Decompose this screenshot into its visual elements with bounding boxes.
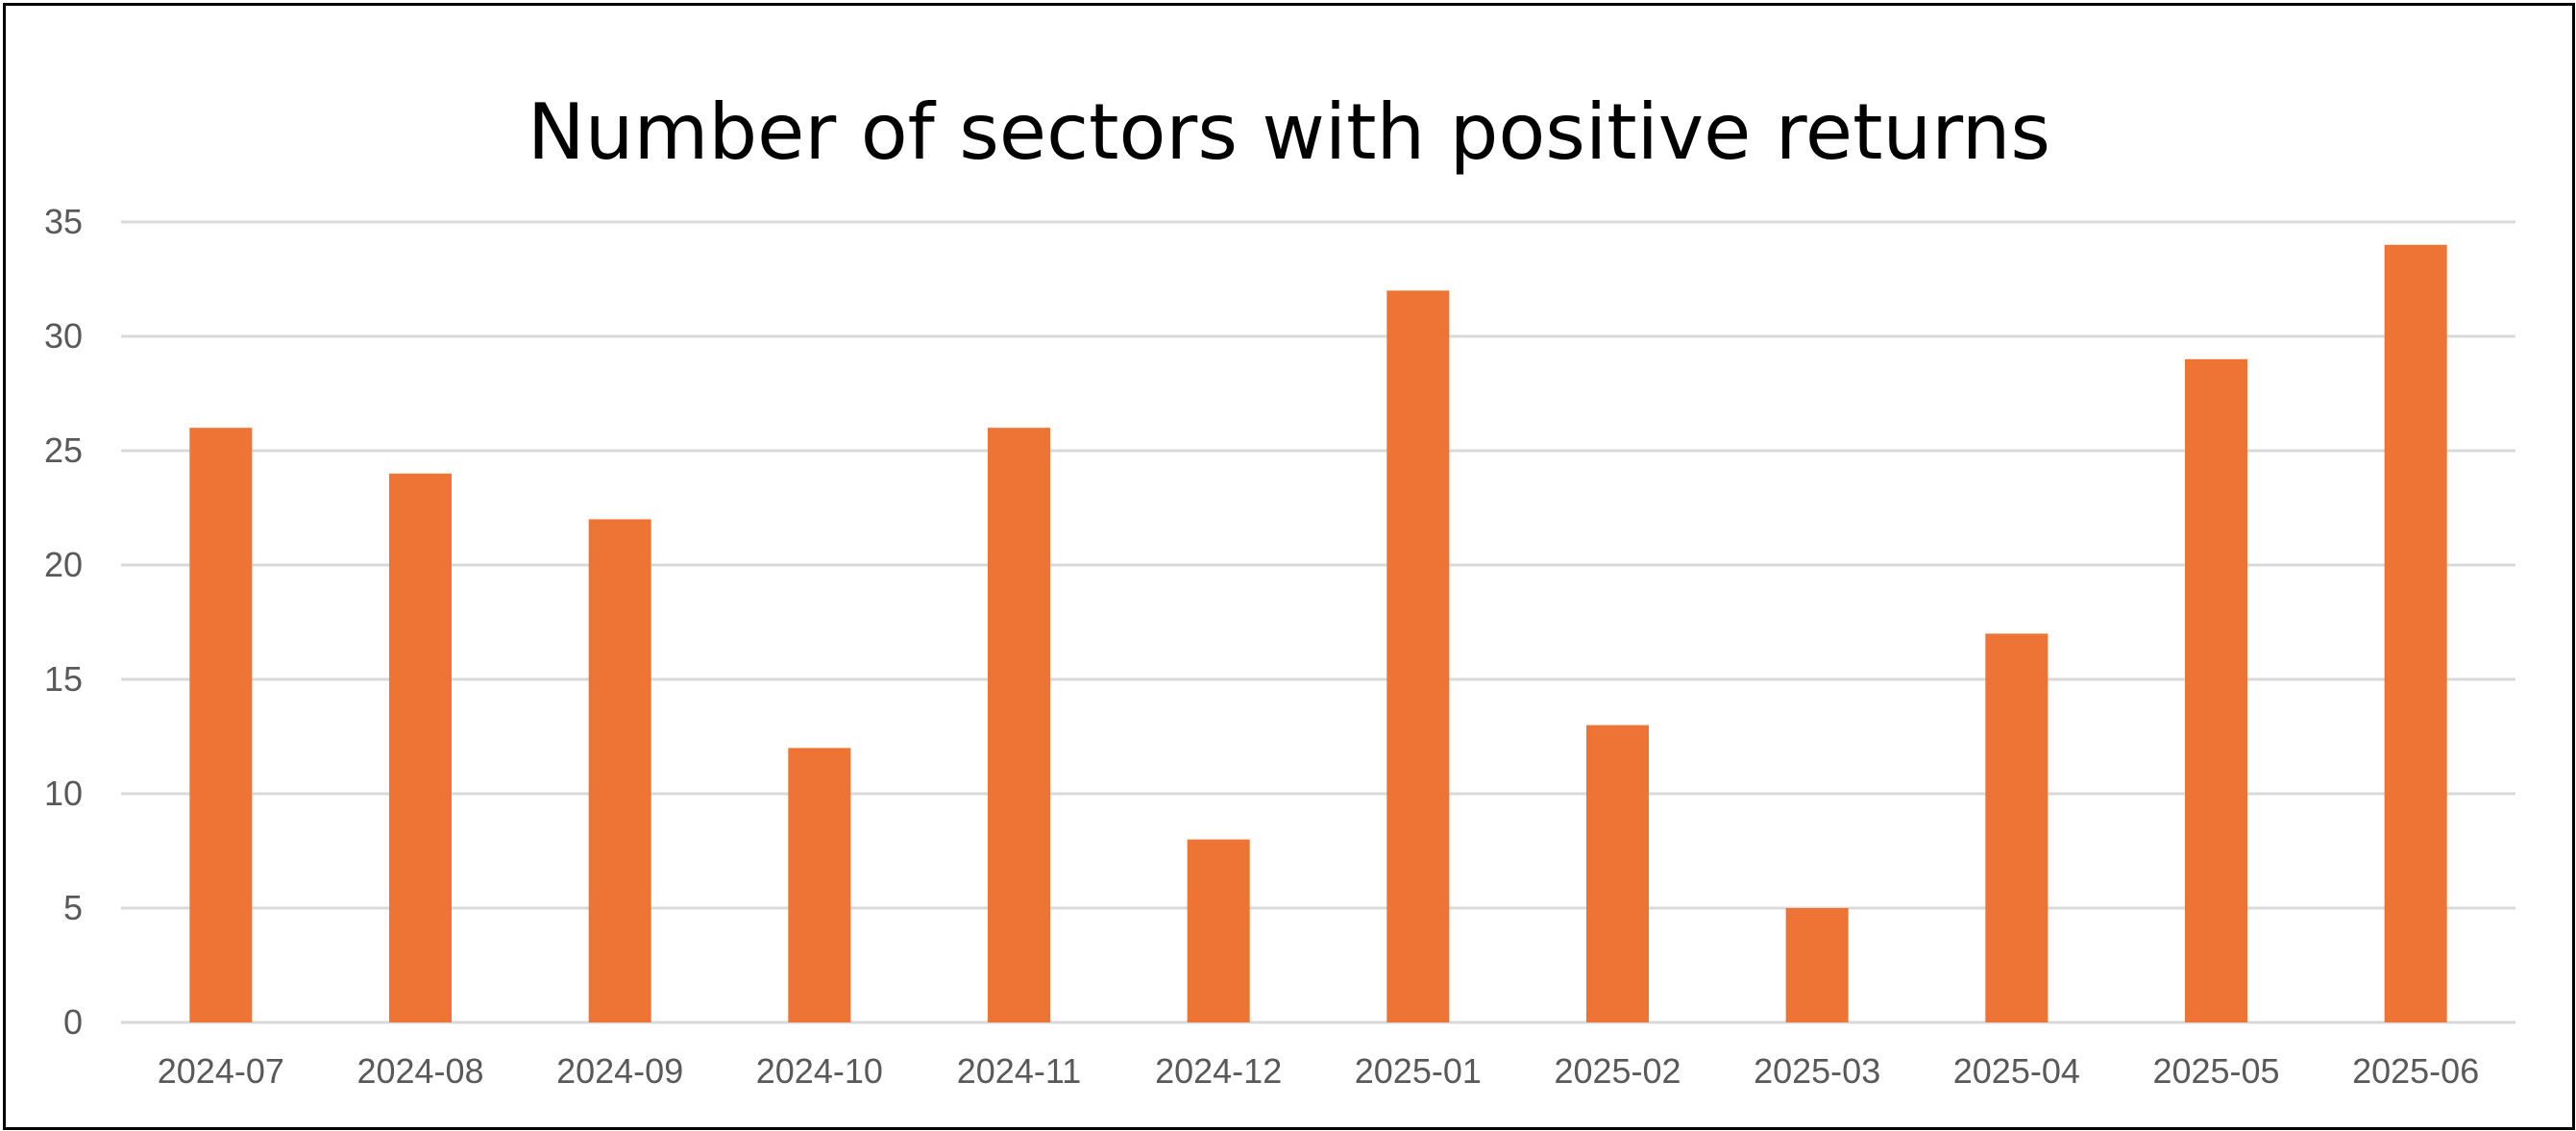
bar-2025-02 [1586,725,1649,1022]
bar-2025-01 [1386,290,1450,1022]
chart-frame: Number of sectors with positive returns … [3,3,2575,1130]
bar-2025-03 [1785,908,1849,1022]
bar-2024-11 [988,428,1050,1022]
bar-2025-05 [2185,358,2247,1022]
x-tick-label: 2025-02 [1554,1051,1681,1091]
bar-2024-10 [788,748,851,1022]
x-tick-label: 2025-03 [1754,1051,1880,1091]
bar-2025-04 [1985,633,2049,1022]
bar-2024-09 [588,519,651,1022]
bar-2024-08 [389,473,452,1022]
y-tick-label: 35 [44,202,83,241]
x-tick-label: 2025-01 [1355,1051,1482,1091]
x-tick-label: 2025-06 [2352,1051,2479,1091]
bar-2025-06 [2384,244,2447,1023]
x-tick-label: 2024-08 [356,1051,483,1091]
x-tick-label: 2024-10 [756,1051,883,1091]
y-tick-label: 25 [44,430,83,470]
x-tick-label: 2024-09 [556,1051,683,1091]
bar-2024-12 [1187,839,1250,1022]
y-tick-label: 5 [63,888,83,927]
y-tick-label: 20 [44,545,83,584]
x-tick-label: 2025-05 [2152,1051,2279,1091]
x-tick-label: 2025-04 [1953,1051,2080,1091]
y-tick-label: 15 [44,659,83,699]
y-tick-label: 10 [44,774,83,813]
y-tick-label: 30 [44,316,83,356]
y-tick-label: 0 [63,1002,83,1042]
x-tick-label: 2024-12 [1155,1051,1282,1091]
chart-title: Number of sectors with positive returns [527,87,2051,177]
x-tick-label: 2024-07 [158,1051,284,1091]
x-tick-label: 2024-11 [957,1051,1081,1091]
bar-chart-plot: 0 5 10 15 20 25 30 35 2024-07 2024-08 2024-09 2024-… [44,202,2515,1091]
bar-2024-07 [189,428,253,1022]
